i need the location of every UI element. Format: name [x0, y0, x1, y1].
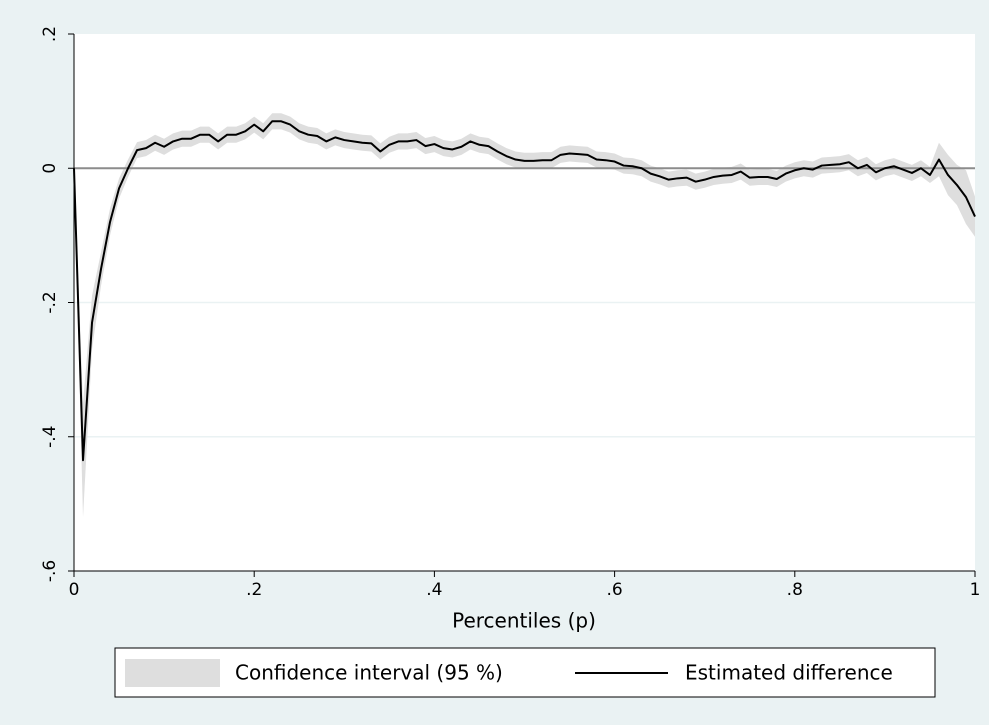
x-tick-label: 1: [970, 580, 981, 600]
x-tick-label: .4: [426, 580, 442, 600]
x-tick-label: .8: [787, 580, 803, 600]
legend-label: Confidence interval (95 %): [235, 661, 503, 685]
x-tick-label: .2: [246, 580, 262, 600]
y-tick-label: 0: [40, 163, 60, 174]
legend-swatch: [125, 659, 220, 687]
x-tick-label: 0: [69, 580, 80, 600]
y-tick-label: -.2: [40, 291, 60, 313]
y-tick-label: -.4: [40, 426, 60, 448]
y-tick-label: -.6: [40, 560, 60, 582]
x-axis-title: Percentiles (p): [452, 609, 596, 633]
plot: [73, 113, 976, 518]
x-tick-label: .6: [606, 580, 622, 600]
legend-label: Estimated difference: [685, 661, 893, 685]
confidence-band: [74, 113, 975, 518]
y-tick-label: .2: [40, 26, 60, 42]
legend: [114, 647, 936, 698]
line: [73, 120, 976, 462]
